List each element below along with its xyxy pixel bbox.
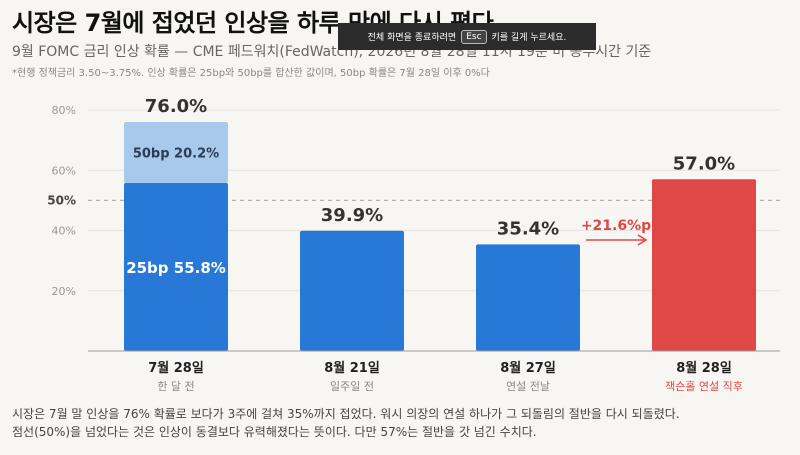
y-tick-label: 20% [52,285,76,298]
chart-caption: 시장은 7월 말 인상을 76% 확률로 보다가 3주에 걸쳐 35%까지 접었… [12,405,788,441]
x-tick-sublabel: 연설 전날 [506,380,550,393]
x-tick-sublabel: 한 달 전 [157,380,194,393]
x-tick-sublabel: 일주일 전 [330,379,374,393]
x-tick-label: 8월 27일 [500,360,556,376]
x-tick-label: 7월 28일 [148,360,204,376]
value-label: 76.0% [145,96,207,117]
bar [476,244,580,351]
y-tick-label: 80% [52,104,76,117]
toast-text-after: 키를 길게 누르세요. [491,33,567,43]
bar-segment-50bp [124,122,228,183]
fullscreen-exit-toast: 전체 화면을 종료하려면 Esc 키를 길게 누르세요. [338,23,596,50]
value-label: 39.9% [321,205,383,226]
y-tick-label: 50% [47,193,76,207]
toast-text-before: 전체 화면을 종료하려면 [367,33,457,43]
annotation-label: +21.6%p [581,218,651,234]
bar [652,179,756,351]
chart-footnote: *현행 정책금리 3.50~3.75%. 인상 확률은 25bp와 50bp를 … [12,68,490,79]
y-tick-label: 60% [52,164,76,177]
y-tick-label: 40% [52,225,76,238]
segment-label: 25bp 55.8% [126,259,226,277]
bar-segment-25bp [124,182,228,351]
bar [300,230,404,351]
annotation-arrow-head [637,234,648,246]
x-tick-label: 8월 21일 [324,360,380,376]
x-tick-label: 8월 28일 [676,360,732,376]
segment-label: 50bp 20.2% [133,146,219,161]
value-label: 35.4% [497,218,559,239]
esc-key-badge: Esc [461,29,487,44]
x-tick-sublabel: 잭슨홀 연설 직후 [665,380,743,393]
caption-line: 시장은 7월 말 인상을 76% 확률로 보다가 3주에 걸쳐 35%까지 접었… [12,407,680,421]
caption-line: 점선(50%)을 넘었다는 것은 인상이 동결보다 유력해졌다는 뜻이다. 다만… [12,425,537,439]
value-label: 57.0% [673,153,735,174]
